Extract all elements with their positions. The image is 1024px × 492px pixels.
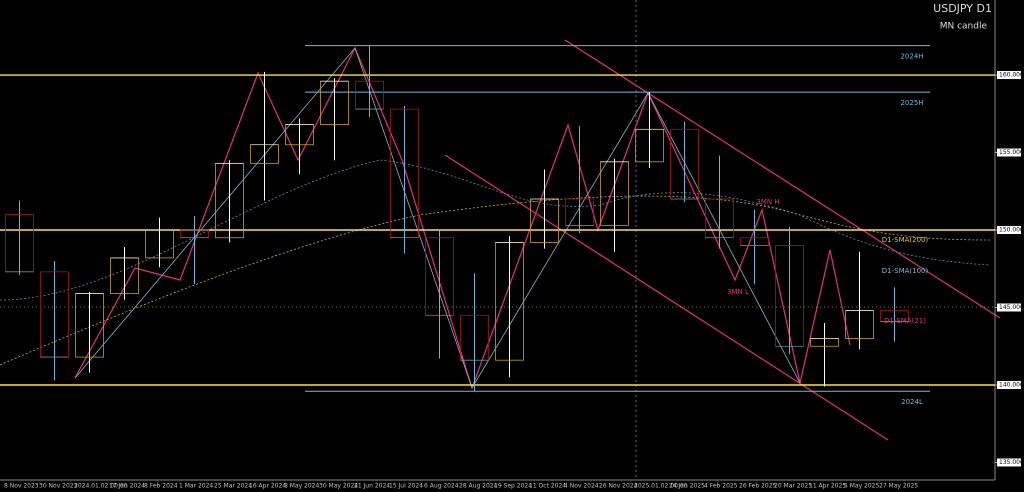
x-tick-label: 17 Jan 2024 [109,483,145,490]
x-tick-label: 1 Mar 2024 [179,483,213,490]
y-tick-label: 135.000 [999,459,1024,466]
y-tick-label: 145.000 [999,304,1024,311]
y-tick-label: 150.000 [999,227,1024,234]
x-tick-label: 16 Apr 2024 [249,483,286,490]
x-tick-label: 6 Aug 2024 [424,483,459,490]
x-tick-label: 27 May 2025 [879,483,918,490]
y-tick-box [997,71,1021,80]
level-label: 2024L [901,398,923,406]
sma-100 [0,159,991,301]
x-tick-label: 5 May 2025 [844,483,879,490]
x-tick-label: 2025.01.02 00:00 [634,483,688,490]
x-tick-label: 8 May 2024 [284,483,319,490]
y-tick-box [997,303,1021,312]
x-tick-label: 30 May 2024 [319,483,358,490]
x-tick-label: 25 Mar 2024 [214,483,252,490]
x-tick-label: 4 Feb 2025 [704,483,738,490]
x-tick-label: 30 Nov 2023 [39,483,78,490]
y-tick-label: 140.000 [999,381,1024,388]
annotation: 3MN H [756,198,779,206]
x-tick-label: 24 Jan 2025 [669,483,705,490]
x-tick-label: 4 Nov 2024 [564,483,599,490]
chart-title: USDJPY D1 [933,2,992,15]
x-tick-label: 26 Nov 2024 [599,483,638,490]
x-tick-label: 11 Oct 2024 [529,483,566,490]
x-tick-label: 2024.01.02 00:00 [74,483,128,490]
level-label: 2024H [900,53,923,61]
channel-upper [564,39,1001,319]
annotation: D1-SMA(100) [882,267,929,275]
channel-lower [444,154,889,441]
y-tick-box [997,226,1021,235]
y-tick-box [997,458,1021,467]
x-tick-label: 8 Feb 2024 [144,483,178,490]
zigzag [74,46,851,390]
annotation: D1-SMA(200) [882,236,929,244]
x-tick-label: 8 Nov 2023 [4,483,39,490]
y-tick-label: 155.000 [999,149,1024,156]
x-tick-label: 11 Apr 2025 [809,483,846,490]
x-tick-label: 15 Jul 2024 [389,483,423,490]
y-tick-label: 160.000 [999,72,1024,79]
level-label: 2025H [900,99,923,107]
y-tick-box [997,148,1021,157]
x-tick-label: 21 Jun 2024 [354,483,390,490]
x-tick-label: 20 Mar 2025 [774,483,812,490]
y-tick-box [997,380,1021,389]
chart-subtitle: MN candle [940,22,988,32]
x-tick-label: 26 Feb 2025 [739,483,777,490]
annotation: D1-SMA(21) [884,317,926,325]
x-tick-label: 28 Aug 2024 [459,483,498,490]
annotation: 3MN L [727,288,749,296]
x-tick-label: 19 Sep 2024 [494,483,532,490]
